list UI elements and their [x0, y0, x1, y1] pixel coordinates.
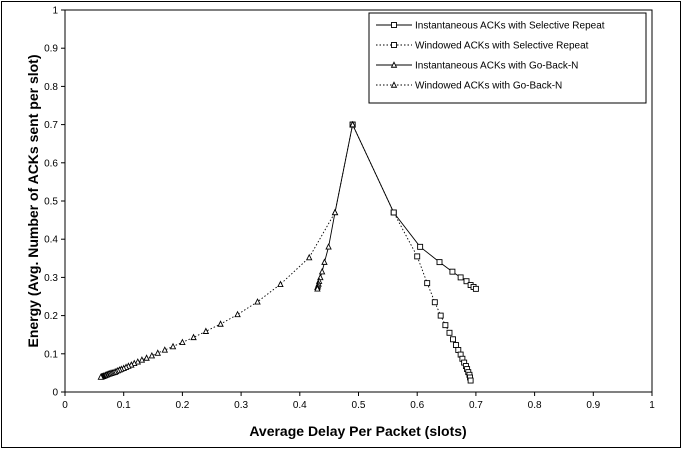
y-tick-label: 0.9	[44, 44, 58, 55]
x-tick-label: 0.9	[586, 400, 600, 411]
data-point	[457, 274, 464, 281]
x-tick-label: 0	[62, 400, 68, 411]
x-tick-label: 0.7	[469, 400, 483, 411]
series-layer	[97, 120, 479, 384]
data-point	[277, 280, 284, 287]
y-tick-label: 0.8	[44, 82, 58, 93]
x-tick-label: 0.3	[234, 400, 248, 411]
data-point	[161, 346, 169, 353]
data-point	[143, 354, 150, 361]
legend-entry: Instantaneous ACKs with Selective Repeat	[415, 21, 605, 32]
data-point	[417, 243, 424, 250]
data-point	[217, 320, 224, 327]
data-point	[97, 373, 105, 380]
data-point	[138, 356, 146, 363]
series-4	[97, 120, 356, 380]
data-point	[467, 377, 474, 384]
x-tick-label: 0.6	[410, 400, 424, 411]
y-tick-label: 0.6	[44, 158, 58, 169]
x-tick-label: 0.1	[117, 400, 131, 411]
y-tick-label: 0.2	[44, 311, 58, 322]
y-tick-label: 0.7	[44, 120, 58, 131]
y-axis-title: Energy (Avg. Number of ACKs sent per slo…	[25, 54, 41, 347]
legend-entry: Windowed ACKs with Go-Back-N	[415, 81, 562, 92]
data-point	[202, 327, 210, 334]
data-point	[437, 312, 444, 319]
data-point	[391, 42, 397, 48]
data-point	[325, 243, 332, 250]
data-point	[431, 299, 438, 306]
data-point	[442, 322, 449, 329]
data-point	[450, 336, 456, 343]
x-tick-label: 0.2	[175, 400, 189, 411]
data-point	[452, 342, 459, 348]
data-point	[446, 329, 453, 336]
x-axis-title: Average Delay Per Packet (slots)	[249, 423, 466, 439]
data-point	[472, 285, 479, 292]
data-point	[179, 338, 186, 346]
legend-entry: Windowed ACKs with Selective Repeat	[415, 41, 589, 52]
data-point	[169, 342, 177, 350]
y-axis-ticks: 0 0.1 0.2 0.3 0.4 0.5 0.6 0.7 0.8 0.9 1	[44, 6, 65, 399]
data-point	[390, 209, 397, 216]
data-point	[321, 258, 328, 265]
data-point	[436, 259, 443, 266]
data-point	[131, 359, 138, 367]
y-tick-label: 0.1	[44, 349, 58, 360]
data-point	[154, 349, 161, 356]
series-2	[349, 121, 474, 384]
legend-entry: Instantaneous ACKs with Go-Back-N	[415, 61, 578, 72]
legend: Instantaneous ACKs with Selective Repeat…	[368, 12, 647, 104]
data-point	[331, 208, 339, 216]
data-point	[314, 285, 321, 292]
y-tick-label: 0.5	[44, 197, 58, 208]
data-point	[391, 22, 397, 28]
data-point	[318, 267, 326, 275]
data-point	[463, 278, 470, 285]
y-tick-label: 0.3	[44, 273, 58, 284]
x-tick-label: 0.8	[528, 400, 542, 411]
data-point	[390, 61, 398, 68]
x-tick-label: 0.5	[352, 400, 366, 411]
x-tick-label: 0.4	[293, 400, 307, 411]
x-tick-label: 1	[649, 400, 655, 411]
data-point	[305, 253, 313, 261]
x-axis-ticks: 0 0.1 0.2 0.3 0.4 0.5 0.6 0.7 0.8 0.9 1	[62, 392, 655, 411]
data-point	[254, 298, 261, 305]
y-tick-label: 1	[52, 6, 58, 17]
y-tick-label: 0	[52, 388, 58, 399]
data-point	[234, 310, 241, 318]
data-point	[390, 81, 398, 88]
legend-box	[368, 12, 647, 104]
data-point	[190, 333, 197, 341]
data-point	[349, 120, 356, 128]
data-point	[414, 253, 421, 260]
data-point	[424, 280, 431, 287]
data-point	[134, 358, 142, 365]
y-tick-label: 0.4	[44, 235, 58, 246]
data-point	[148, 351, 156, 359]
data-point	[449, 268, 456, 275]
